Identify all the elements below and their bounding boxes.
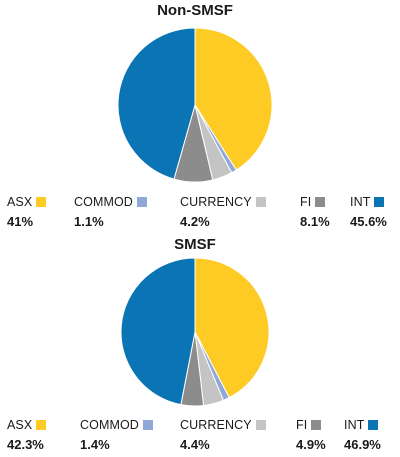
legend-swatch bbox=[136, 196, 147, 207]
legend-swatch bbox=[368, 419, 379, 430]
legend-swatch bbox=[36, 196, 47, 207]
pie-slice-int bbox=[120, 257, 196, 406]
legend: ASX 42.3% COMMOD 1.4% CURRENCY 4.4% FI 4… bbox=[0, 416, 400, 456]
legend-swatch bbox=[311, 419, 322, 430]
legend-label: INT bbox=[350, 194, 371, 209]
legend-label: FI bbox=[300, 194, 312, 209]
legend-swatch bbox=[255, 196, 266, 207]
legend-value: 41% bbox=[7, 214, 34, 229]
legend-item-asx: ASX 41% bbox=[7, 193, 47, 229]
legend-item-currency: CURRENCY 4.2% bbox=[180, 193, 266, 229]
pie-slice-asx bbox=[194, 257, 270, 399]
chart-smsf: SMSF ASX 42.3% COMMOD 1.4% CURRENCY 4.4%… bbox=[0, 230, 400, 457]
legend-value: 45.6% bbox=[350, 214, 387, 229]
legend-label: COMMOD bbox=[74, 194, 133, 209]
legend-value: 42.3% bbox=[7, 437, 44, 452]
legend-value: 4.9% bbox=[296, 437, 326, 452]
legend-item-commod: COMMOD 1.1% bbox=[74, 193, 147, 229]
legend-item-asx: ASX 42.3% bbox=[7, 416, 47, 452]
chart-title: Non-SMSF bbox=[157, 2, 233, 19]
legend-swatch bbox=[36, 419, 47, 430]
legend-label: CURRENCY bbox=[180, 194, 252, 209]
legend-value: 1.4% bbox=[80, 437, 110, 452]
legend-value: 46.9% bbox=[344, 437, 381, 452]
legend-label: ASX bbox=[7, 417, 33, 432]
legend-swatch bbox=[374, 196, 385, 207]
legend-label: INT bbox=[344, 417, 365, 432]
legend-swatch bbox=[315, 196, 326, 207]
legend-label: COMMOD bbox=[80, 417, 139, 432]
legend-item-int: INT 46.9% bbox=[344, 416, 381, 452]
legend-value: 8.1% bbox=[300, 214, 330, 229]
legend-value: 4.4% bbox=[180, 437, 210, 452]
legend: ASX 41% COMMOD 1.1% CURRENCY 4.2% FI 8.1… bbox=[0, 193, 400, 233]
legend-label: CURRENCY bbox=[180, 417, 252, 432]
legend-value: 1.1% bbox=[74, 214, 104, 229]
pie-slice-int bbox=[117, 27, 196, 180]
chart-non-smsf: Non-SMSF ASX 41% COMMOD 1.1% CURRENCY 4.… bbox=[0, 0, 400, 229]
pie-chart bbox=[117, 27, 273, 183]
legend-swatch bbox=[142, 419, 153, 430]
legend-item-commod: COMMOD 1.4% bbox=[80, 416, 153, 452]
legend-item-currency: CURRENCY 4.4% bbox=[180, 416, 266, 452]
pie-chart bbox=[120, 257, 270, 407]
legend-item-int: INT 45.6% bbox=[350, 193, 387, 229]
legend-label: FI bbox=[296, 417, 308, 432]
legend-item-fi: FI 4.9% bbox=[296, 416, 326, 452]
legend-item-fi: FI 8.1% bbox=[300, 193, 330, 229]
legend-value: 4.2% bbox=[180, 214, 210, 229]
legend-label: ASX bbox=[7, 194, 33, 209]
legend-swatch bbox=[255, 419, 266, 430]
chart-title: SMSF bbox=[174, 236, 216, 253]
